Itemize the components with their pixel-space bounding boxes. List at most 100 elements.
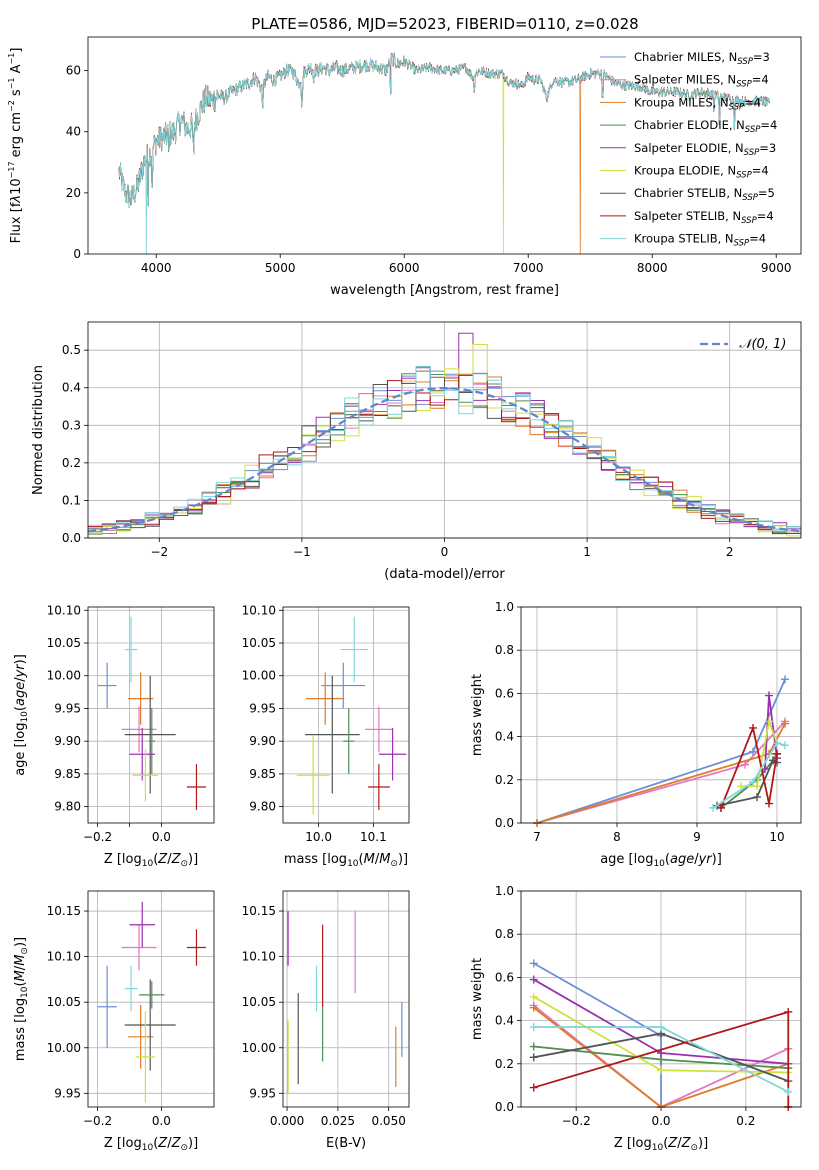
age_vs_z-axes: −0.2 0.0 9.80 9.85 9.90 9.95 10.00 10.05 10.10 xyxy=(47,603,214,844)
y-tick-label: 0.2 xyxy=(495,773,514,787)
y-tick-label: 10.00 xyxy=(47,669,81,683)
y-tick-label: 0.2 xyxy=(495,1057,514,1071)
weight-marker-8-0 xyxy=(529,1023,538,1032)
mass_vs_ebv-frame xyxy=(282,890,410,1108)
x-tick-label: −2 xyxy=(150,545,168,559)
y-tick-label: 0.0 xyxy=(495,816,514,830)
y-axis-label: mass [log10(M/M⊙)] xyxy=(13,937,30,1061)
weight-marker-2-2 xyxy=(781,719,789,728)
x-tick-label: 0.025 xyxy=(321,1114,355,1128)
spectrum-lines xyxy=(118,52,771,254)
x-tick-label: 1 xyxy=(583,545,591,559)
x-tick-label: 2 xyxy=(726,545,734,559)
weight-line-8 xyxy=(712,742,786,809)
weight-marker-6-0 xyxy=(529,1053,538,1062)
y-tick-label: 0.2 xyxy=(62,456,81,470)
weight-marker-2-0 xyxy=(529,1003,538,1012)
y-tick-label: 9.80 xyxy=(249,800,276,814)
spectrum-legend: Chabrier MILES, NSSP=3 Salpeter MILES, NS… xyxy=(600,50,777,249)
mass_vs_ebv-points xyxy=(287,911,403,1094)
weight-marker-7-0 xyxy=(717,803,725,812)
y-tick-label: 0.4 xyxy=(495,730,514,744)
y-tick-label: 1.0 xyxy=(495,600,514,614)
y-tick-label: 9.90 xyxy=(54,734,81,748)
x-tick-label: 0 xyxy=(441,545,449,559)
y-tick-label: 60 xyxy=(66,64,81,78)
y-tick-label: 10.05 xyxy=(47,995,81,1009)
x-axis-label: Z [log10(Z/Z⊙)] xyxy=(104,1136,198,1153)
y-axis-label: Normed distribution xyxy=(31,365,46,495)
y-tick-label: 0.8 xyxy=(495,927,514,941)
y-tick-label: 9.90 xyxy=(249,734,276,748)
x-tick-label: 5000 xyxy=(265,261,296,275)
x-tick-label: 4000 xyxy=(141,261,172,275)
x-tick-label: 9 xyxy=(693,830,701,844)
y-tick-label: 10.10 xyxy=(47,950,81,964)
y-tick-label: 10.05 xyxy=(47,636,81,650)
weight-marker-6-3 xyxy=(773,758,781,767)
residual-histogram-6 xyxy=(88,366,801,532)
legend-entry: Chabrier STELIB, NSSP=5 xyxy=(634,186,775,203)
age_vs_mass-points xyxy=(296,616,407,815)
x-tick-label: −0.2 xyxy=(83,1114,112,1128)
y-tick-label: 0.4 xyxy=(62,381,81,395)
y-tick-label: 0.6 xyxy=(495,686,514,700)
y-tick-label: 10.00 xyxy=(242,669,276,683)
legend-entry: Kroupa STELIB, NSSP=4 xyxy=(634,232,766,249)
mass_vs_z-frame xyxy=(87,890,215,1108)
x-tick-label: 6000 xyxy=(389,261,420,275)
y-tick-label: 9.95 xyxy=(54,701,81,715)
weight_vs_age-frame xyxy=(520,606,802,824)
gaussian-curve xyxy=(87,387,802,533)
y-axis-label: Flux [fλ10−17 erg cm−2 s−1 A−1] xyxy=(7,48,24,244)
weight-line-7 xyxy=(720,724,778,809)
weight-marker-5-0 xyxy=(529,992,538,1001)
x-tick-label: 0.0 xyxy=(651,1114,670,1128)
age_vs_mass-frame xyxy=(282,606,410,824)
y-axis-label: mass weight xyxy=(470,674,485,756)
weight-marker-3-0 xyxy=(529,1042,538,1051)
weight-marker-5-1 xyxy=(657,1066,665,1075)
legend-entry: Salpeter MILES, NSSP=4 xyxy=(634,73,769,90)
y-tick-label: 9.95 xyxy=(249,1086,276,1100)
y-tick-label: 40 xyxy=(66,125,81,139)
weight-marker-7-3 xyxy=(773,749,781,758)
weight-marker-7-1 xyxy=(749,723,757,732)
x-tick-label: 0.2 xyxy=(736,1114,755,1128)
weight-marker-0-1 xyxy=(749,747,757,756)
y-tick-label: 9.95 xyxy=(54,1086,81,1100)
legend-entry: Kroupa ELODIE, NSSP=4 xyxy=(634,164,769,181)
y-tick-label: 0.3 xyxy=(62,418,81,432)
x-tick-label: 8 xyxy=(613,830,621,844)
weight-marker-5-1 xyxy=(753,782,761,791)
weight-marker-6-1 xyxy=(753,793,761,802)
x-axis-label: Z [log10(Z/Z⊙)] xyxy=(614,1136,708,1153)
x-tick-label: 7000 xyxy=(513,261,544,275)
legend-entry: Chabrier MILES, NSSP=3 xyxy=(634,50,770,67)
legend-entry: Kroupa MILES, NSSP=4 xyxy=(634,95,761,112)
age_vs_z-points xyxy=(97,616,207,810)
weight-marker-4-0 xyxy=(529,975,538,984)
x-axis-label: (data-model)/error xyxy=(384,567,505,582)
y-tick-label: 0.1 xyxy=(62,493,81,507)
weight-marker-7-1 xyxy=(784,1007,793,1016)
x-tick-label: −0.2 xyxy=(83,830,112,844)
x-tick-label: 0.050 xyxy=(371,1114,405,1128)
y-tick-label: 0.5 xyxy=(62,343,81,357)
y-tick-label: 9.80 xyxy=(54,800,81,814)
y-tick-label: 10.05 xyxy=(242,995,276,1009)
x-axis-label: Z [log10(Z/Z⊙)] xyxy=(104,852,198,869)
y-tick-label: 0.0 xyxy=(495,1100,514,1114)
y-tick-label: 9.85 xyxy=(249,767,276,781)
age_vs_z-frame xyxy=(87,606,215,824)
x-tick-label: 10 xyxy=(769,830,784,844)
y-tick-label: 0.8 xyxy=(495,643,514,657)
x-tick-label: 0.0 xyxy=(152,830,171,844)
y-tick-label: 9.95 xyxy=(249,701,276,715)
residuals-frame xyxy=(87,321,802,539)
spectrum-line-8 xyxy=(118,52,770,254)
x-axis-label: mass [log10(M/M⊙)] xyxy=(284,852,408,869)
mass_vs_z-axes: −0.2 0.0 9.95 10.00 10.05 10.10 10.15 xyxy=(47,891,214,1128)
y-tick-label: 10.15 xyxy=(242,904,276,918)
